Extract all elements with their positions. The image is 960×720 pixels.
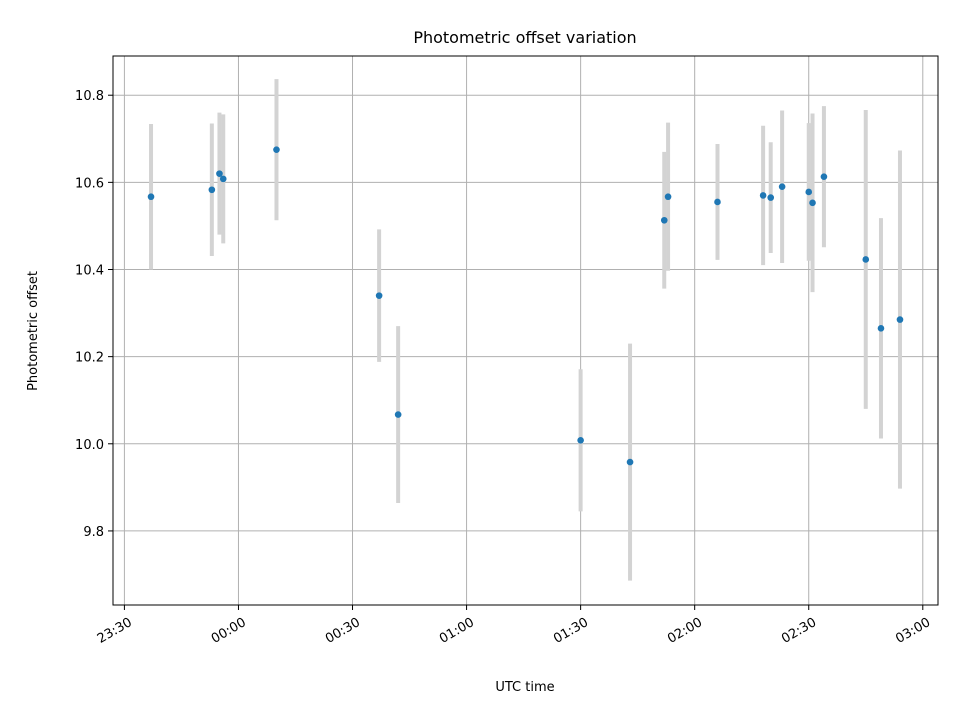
data-point (219, 175, 227, 183)
y-tick-label: 10.8 (75, 89, 104, 104)
data-point (862, 256, 870, 263)
data-point (778, 183, 786, 191)
data-point (896, 316, 904, 323)
data-point (375, 292, 383, 299)
grid (113, 56, 938, 605)
y-tick-label: 10.4 (75, 264, 104, 279)
x-tick-label: 01:00 (437, 615, 477, 647)
data-point (208, 186, 216, 194)
data-point (147, 193, 155, 201)
x-tick-label: 00:00 (209, 615, 249, 647)
y-tick-label: 10.2 (75, 351, 104, 366)
x-tick-label: 02:00 (665, 615, 705, 647)
data-point (767, 194, 775, 201)
data-point (664, 193, 672, 201)
data-point (805, 188, 813, 196)
data-point (809, 199, 816, 207)
error-bars (149, 79, 902, 581)
data-points (147, 146, 904, 466)
chart-title: Photometric offset variation (413, 28, 636, 47)
y-axis-label: Photometric offset (26, 271, 41, 391)
data-point (577, 437, 584, 444)
data-point (394, 411, 402, 418)
data-point (273, 146, 280, 153)
data-point (660, 216, 668, 224)
x-axis-label: UTC time (495, 680, 554, 695)
y-tick-label: 10.0 (75, 438, 104, 453)
x-tick-label: 03:00 (893, 615, 933, 647)
x-tick-label: 23:30 (95, 615, 135, 647)
ticks: 23:30 00:00 00:30 01:00 01:30 02:00 02:30 03:00… (75, 89, 933, 647)
x-tick-label: 02:30 (779, 615, 819, 647)
data-point (626, 458, 634, 466)
y-tick-label: 9.8 (83, 525, 104, 540)
data-point (759, 192, 767, 199)
data-point (714, 198, 721, 206)
data-point (216, 170, 223, 177)
x-tick-label: 01:30 (551, 615, 591, 647)
y-tick-label: 10.6 (75, 176, 104, 191)
x-tick-label: 00:30 (323, 615, 363, 647)
data-point (877, 325, 885, 332)
plot-frame (112, 55, 939, 606)
data-point (820, 173, 828, 180)
